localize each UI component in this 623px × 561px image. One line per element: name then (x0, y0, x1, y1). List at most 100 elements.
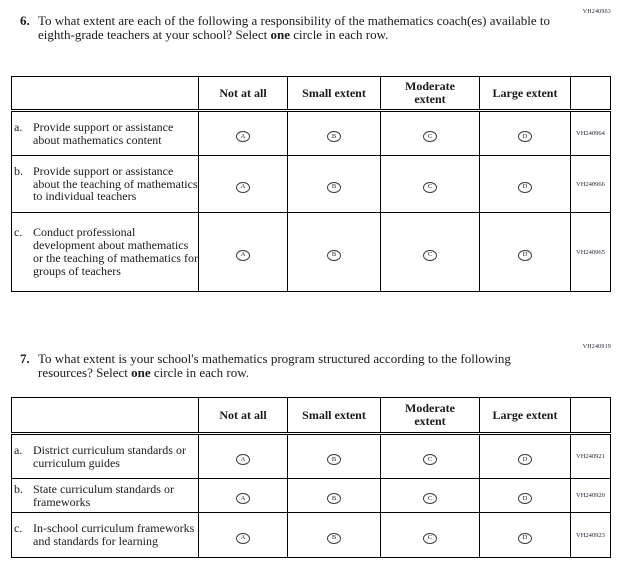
circle-letter: C (427, 455, 433, 463)
option-cell-moderate-extent: C (380, 478, 480, 513)
circle-letter: D (522, 251, 528, 258)
q6-col-moderate-extent: Moderate extent (380, 76, 480, 112)
column-label: Small extent (302, 407, 366, 422)
option-cell-moderate-extent: C (380, 110, 480, 156)
q6-header-row: Not at all Small extent Moderate extent … (11, 76, 611, 112)
answer-circle-not-at-all[interactable]: A (236, 493, 250, 505)
row-letter: a. (14, 442, 23, 457)
row-code: VH240966 (570, 155, 611, 213)
option-cell-not-at-all: A (198, 433, 288, 479)
column-label: Not at all (219, 85, 267, 100)
option-cell-moderate-extent: C (380, 433, 480, 479)
question6-table: Not at all Small extent Moderate extent … (11, 76, 611, 292)
q6-col-not-at-all: Not at all (198, 76, 288, 112)
circle-letter: B (331, 183, 337, 190)
question6-text-part2: circle in each row. (289, 26, 389, 42)
answer-circle-moderate-extent[interactable]: C (423, 493, 437, 505)
circle-letter: C (427, 494, 433, 502)
answer-circle-not-at-all[interactable]: A (236, 131, 250, 143)
circle-letter: C (427, 251, 433, 258)
circle-letter: B (331, 132, 337, 140)
q6-row-a: a. Provide support or assistance about ma… (11, 110, 611, 156)
option-cell-moderate-extent: C (380, 512, 480, 558)
circle-letter: C (427, 132, 433, 140)
question6-number: 6. (20, 13, 30, 28)
q6-col-large-extent: Large extent (479, 76, 571, 112)
circle-letter: B (331, 494, 337, 502)
answer-circle-small-extent[interactable]: B (327, 532, 341, 544)
answer-circle-moderate-extent[interactable]: C (423, 181, 437, 193)
q7-row-b: b. State curriculum standards or framewor… (11, 478, 611, 513)
option-cell-not-at-all: A (198, 110, 288, 156)
row-label-text: In-school curriculum frameworks and stan… (33, 521, 195, 548)
circle-letter: A (240, 183, 246, 190)
option-cell-not-at-all: A (198, 512, 288, 558)
answer-circle-not-at-all[interactable]: A (236, 181, 250, 193)
column-label: Small extent (302, 85, 366, 100)
q7-col-not-at-all: Not at all (198, 397, 288, 435)
option-cell-large-extent: D (479, 512, 571, 558)
answer-circle-small-extent[interactable]: B (327, 454, 341, 466)
question6-bold-word: one (270, 26, 290, 42)
answer-circle-large-extent[interactable]: D (518, 493, 532, 505)
question7-form-code: VH240919 (582, 344, 611, 350)
circle-letter: B (331, 455, 337, 463)
row-label: a. District curriculum standards or curri… (11, 433, 199, 479)
option-cell-small-extent: B (287, 212, 381, 292)
answer-circle-moderate-extent[interactable]: C (423, 532, 437, 544)
q7-col-small-extent: Small extent (287, 397, 381, 435)
circle-letter: A (240, 132, 246, 140)
option-cell-small-extent: B (287, 110, 381, 156)
column-label: Large extent (492, 407, 558, 422)
answer-circle-moderate-extent[interactable]: C (423, 249, 437, 261)
option-cell-large-extent: D (479, 110, 571, 156)
q6-empty-header-cell (11, 76, 199, 112)
answer-circle-large-extent[interactable]: D (518, 181, 532, 193)
answer-circle-not-at-all[interactable]: A (236, 454, 250, 466)
answer-circle-moderate-extent[interactable]: C (423, 454, 437, 466)
answer-circle-small-extent[interactable]: B (327, 249, 341, 261)
row-label-text: Conduct professional development about m… (33, 225, 198, 278)
row-letter: a. (14, 119, 23, 134)
option-cell-moderate-extent: C (380, 155, 480, 213)
row-letter: c. (14, 225, 23, 240)
answer-circle-small-extent[interactable]: B (327, 181, 341, 193)
question7-number: 7. (20, 351, 30, 366)
row-code: VH240964 (570, 110, 611, 156)
option-cell-large-extent: D (479, 155, 571, 213)
row-label-text: State curriculum standards or frameworks (33, 481, 174, 509)
circle-letter: B (331, 251, 337, 258)
circle-letter: C (427, 534, 433, 541)
q6-row-b: b. Provide support or assistance about th… (11, 155, 611, 213)
answer-circle-large-extent[interactable]: D (518, 249, 532, 261)
row-label: a. Provide support or assistance about ma… (11, 110, 199, 156)
circle-letter: D (522, 534, 528, 541)
circle-letter: A (240, 455, 246, 463)
answer-circle-small-extent[interactable]: B (327, 131, 341, 143)
option-cell-not-at-all: A (198, 155, 288, 213)
row-code: VH240920 (570, 478, 611, 513)
circle-letter: C (427, 183, 433, 190)
answer-circle-not-at-all[interactable]: A (236, 532, 250, 544)
q7-col-large-extent: Large extent (479, 397, 571, 435)
column-label: Not at all (219, 407, 267, 422)
answer-circle-moderate-extent[interactable]: C (423, 131, 437, 143)
row-letter: c. (14, 521, 23, 536)
row-label: b. State curriculum standards or framewor… (11, 478, 199, 513)
question6-text: To what extent are each of the following… (38, 14, 558, 41)
option-cell-small-extent: B (287, 512, 381, 558)
row-label: b. Provide support or assistance about th… (11, 155, 199, 213)
answer-circle-small-extent[interactable]: B (327, 493, 341, 505)
q7-col-moderate-extent: Moderate extent (380, 397, 480, 435)
question6-text-part1: To what extent are each of the following… (38, 13, 551, 42)
option-cell-not-at-all: A (198, 478, 288, 513)
row-label-text: Provide support or assistance about math… (33, 119, 174, 147)
answer-circle-large-extent[interactable]: D (518, 131, 532, 143)
answer-circle-large-extent[interactable]: D (518, 454, 532, 466)
q6-col-small-extent: Small extent (287, 76, 381, 112)
question7-bold-word: one (131, 364, 151, 380)
option-cell-large-extent: D (479, 478, 571, 513)
circle-letter: B (331, 534, 337, 541)
answer-circle-large-extent[interactable]: D (518, 532, 532, 544)
answer-circle-not-at-all[interactable]: A (236, 249, 250, 261)
